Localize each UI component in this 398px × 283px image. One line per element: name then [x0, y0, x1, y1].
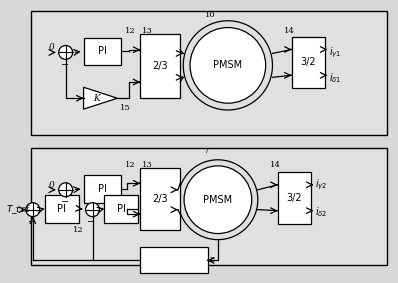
Bar [140, 168, 180, 230]
Text: PI: PI [57, 204, 66, 214]
Text: $i_{\delta2}$: $i_{\delta2}$ [316, 205, 328, 218]
Circle shape [183, 21, 273, 110]
Text: −: − [88, 218, 96, 227]
Circle shape [86, 203, 100, 216]
Text: PMSM: PMSM [203, 195, 232, 205]
Text: 14: 14 [270, 161, 281, 169]
Bar [278, 172, 312, 224]
Circle shape [190, 27, 266, 103]
Text: −: − [60, 61, 69, 70]
Text: 0: 0 [49, 43, 55, 52]
Bar [31, 148, 387, 265]
Bar [84, 38, 121, 65]
Text: −: − [28, 218, 36, 227]
Bar [31, 11, 387, 135]
Text: 2/3: 2/3 [152, 61, 168, 71]
Text: 0: 0 [49, 181, 55, 190]
Text: PI: PI [98, 184, 107, 194]
Circle shape [178, 160, 258, 240]
Circle shape [26, 203, 40, 216]
Text: −: − [60, 198, 69, 207]
Text: $i_{\delta1}$: $i_{\delta1}$ [330, 71, 342, 85]
Text: 12: 12 [72, 226, 83, 233]
Bar [45, 195, 78, 223]
Circle shape [59, 46, 72, 59]
Text: $T\_$ref: $T\_$ref [6, 203, 31, 216]
Text: $i_{\gamma1}$: $i_{\gamma1}$ [330, 45, 342, 60]
Circle shape [59, 183, 72, 197]
Text: 13: 13 [142, 161, 153, 169]
Text: 3/2: 3/2 [300, 57, 316, 67]
Text: 10: 10 [205, 11, 216, 19]
Text: 15: 15 [120, 104, 131, 112]
Circle shape [184, 166, 252, 233]
Text: PI: PI [98, 46, 107, 56]
Text: 12: 12 [125, 27, 136, 35]
Text: 3/2: 3/2 [287, 193, 302, 203]
Text: PI: PI [117, 204, 126, 214]
Text: 13: 13 [142, 27, 153, 35]
Bar [140, 33, 180, 98]
Text: PMSM: PMSM [213, 60, 242, 70]
Bar [140, 247, 208, 273]
Text: $i_{\gamma2}$: $i_{\gamma2}$ [316, 178, 328, 192]
Text: 2/3: 2/3 [152, 194, 168, 204]
Bar [292, 37, 326, 88]
Text: 14: 14 [284, 27, 295, 35]
Text: 7: 7 [203, 147, 209, 155]
Polygon shape [84, 87, 117, 109]
Text: K: K [93, 94, 100, 103]
Bar [104, 195, 138, 223]
Bar [84, 175, 121, 203]
Text: 8: 8 [210, 256, 215, 264]
Text: 12: 12 [125, 161, 136, 169]
